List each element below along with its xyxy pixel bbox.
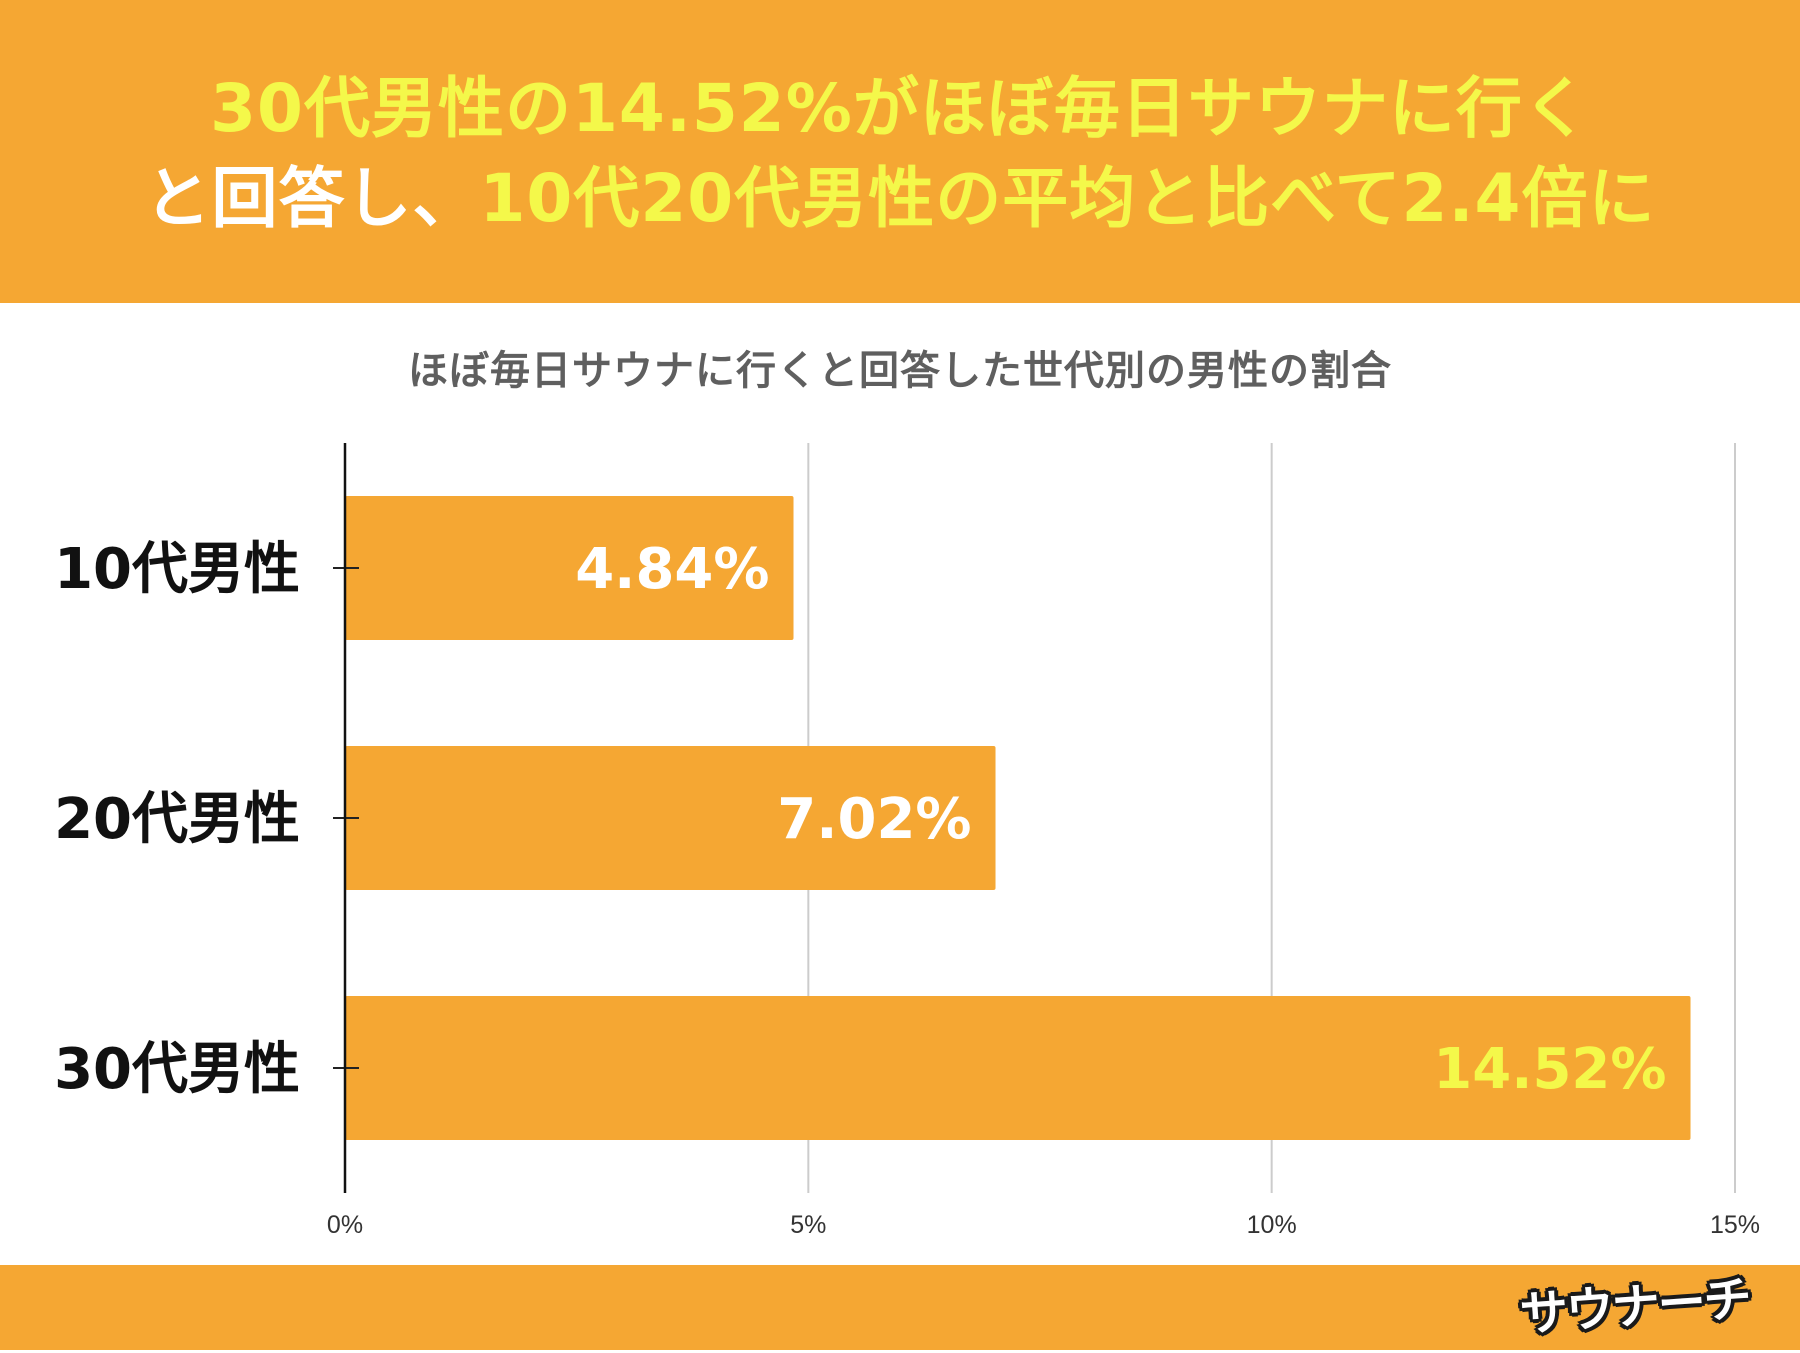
headline-line-2: と回答し、10代20代男性の平均と比べて2.4倍に	[0, 154, 1800, 244]
headline-line-2-part-1: と回答し、	[144, 160, 480, 237]
headline-line-1-text: 30代男性の14.52%がほぼ毎日サウナに行く	[210, 70, 1590, 147]
headline-line-2-part-2: 10代20代男性の平均と比べて2.4倍に	[479, 160, 1656, 237]
x-tick-label-3: 15%	[1710, 1211, 1760, 1239]
sauna-logo: サウナーチ	[1518, 1271, 1752, 1343]
value-label-1: 4.84%	[575, 537, 769, 602]
chart-title: ほぼ毎日サウナに行くと回答した世代別の男性の割合	[408, 348, 1392, 394]
category-label-1: 10代男性	[54, 537, 300, 602]
headline-line-1: 30代男性の14.52%がほぼ毎日サウナに行く	[0, 64, 1800, 154]
x-tick-label-0: 0%	[327, 1211, 363, 1239]
header-banner: 30代男性の14.52%がほぼ毎日サウナに行く と回答し、10代20代男性の平均…	[0, 0, 1800, 303]
category-label-3: 30代男性	[54, 1037, 300, 1102]
value-label-2: 7.02%	[777, 787, 971, 852]
x-tick-label-2: 10%	[1247, 1211, 1297, 1239]
bar-1	[345, 496, 794, 640]
bar-chart: 0% 5% 10% 15% 10代男性 4.84% 20代男性 7.02% 30代男性 14.52…	[54, 443, 1760, 1239]
footer-banner	[0, 1265, 1800, 1350]
x-tick-label-1: 5%	[790, 1211, 826, 1239]
bar-3	[345, 996, 1691, 1140]
headline: 30代男性の14.52%がほぼ毎日サウナに行く と回答し、10代20代男性の平均…	[0, 64, 1800, 244]
category-label-2: 20代男性	[54, 787, 300, 852]
value-label-3: 14.52%	[1433, 1037, 1666, 1102]
bar-2	[345, 746, 996, 890]
